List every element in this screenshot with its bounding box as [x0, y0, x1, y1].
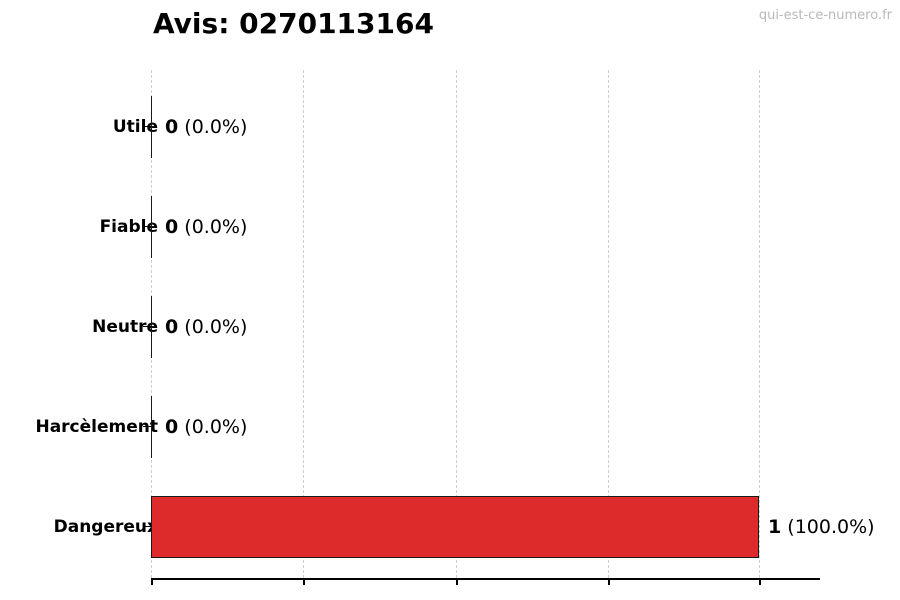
category-label-harcelement: Harcèlement — [35, 417, 158, 437]
bar-utile — [151, 96, 152, 158]
value-percent: (0.0%) — [184, 116, 248, 138]
x-tick-025 — [303, 578, 305, 585]
site-watermark: qui-est-ce-numero.fr — [758, 8, 892, 23]
bar-row: Dangereux 1 (100.0%) — [0, 477, 900, 577]
value-label-utile: 0 (0.0%) — [165, 77, 247, 177]
value-percent: (100.0%) — [787, 516, 875, 538]
bar-row: Neutre 0 (0.0%) — [0, 277, 900, 377]
y-tick-neutre — [143, 326, 151, 327]
value-label-harcelement: 0 (0.0%) — [165, 377, 247, 477]
bar-fiable — [151, 196, 152, 258]
bar-neutre — [151, 296, 152, 358]
bar-row: Utile 0 (0.0%) — [0, 77, 900, 177]
value-number: 1 — [768, 516, 782, 538]
bar-row: Harcèlement 0 (0.0%) — [0, 377, 900, 477]
value-percent: (0.0%) — [184, 216, 248, 238]
value-percent: (0.0%) — [184, 316, 248, 338]
value-number: 0 — [165, 316, 179, 338]
gridline-075 — [608, 70, 609, 578]
y-tick-fiable — [143, 226, 151, 227]
bar-harcelement — [151, 396, 152, 458]
value-number: 0 — [165, 216, 179, 238]
x-axis-line — [151, 578, 820, 580]
value-label-neutre: 0 (0.0%) — [165, 277, 247, 377]
page-title: Avis: 0270113164 — [153, 7, 434, 40]
category-label-dangereux: Dangereux — [53, 517, 158, 537]
value-number: 0 — [165, 416, 179, 438]
gridline-100 — [759, 70, 760, 578]
y-tick-utile — [143, 126, 151, 127]
category-label-utile: Utile — [112, 117, 158, 137]
gridline-050 — [456, 70, 457, 578]
y-tick-harcelement — [143, 426, 151, 427]
y-tick-dangereux — [143, 526, 151, 527]
x-tick-100 — [759, 578, 761, 585]
x-tick-075 — [608, 578, 610, 585]
category-label-neutre: Neutre — [92, 317, 158, 337]
category-label-fiable: Fiable — [99, 217, 158, 237]
value-number: 0 — [165, 116, 179, 138]
value-percent: (0.0%) — [184, 416, 248, 438]
bar-row: Fiable 0 (0.0%) — [0, 177, 900, 277]
x-tick-050 — [456, 578, 458, 585]
bar-dangereux — [151, 496, 759, 558]
value-label-dangereux: 1 (100.0%) — [768, 477, 875, 577]
x-tick-0 — [151, 578, 153, 585]
value-label-fiable: 0 (0.0%) — [165, 177, 247, 277]
gridline-025 — [303, 70, 304, 578]
